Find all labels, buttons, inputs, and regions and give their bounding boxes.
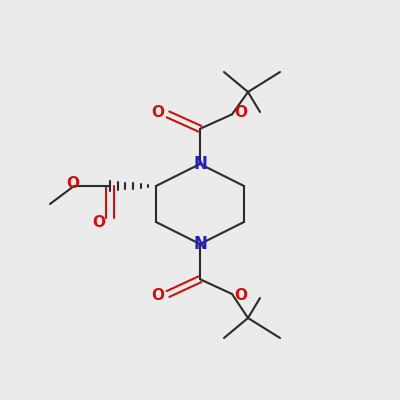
Text: O: O: [234, 105, 247, 120]
Text: N: N: [193, 235, 207, 253]
Text: O: O: [152, 105, 164, 120]
Text: O: O: [66, 176, 79, 192]
Text: N: N: [193, 155, 207, 173]
Text: O: O: [234, 288, 247, 303]
Text: O: O: [152, 288, 164, 303]
Text: O: O: [92, 215, 105, 230]
